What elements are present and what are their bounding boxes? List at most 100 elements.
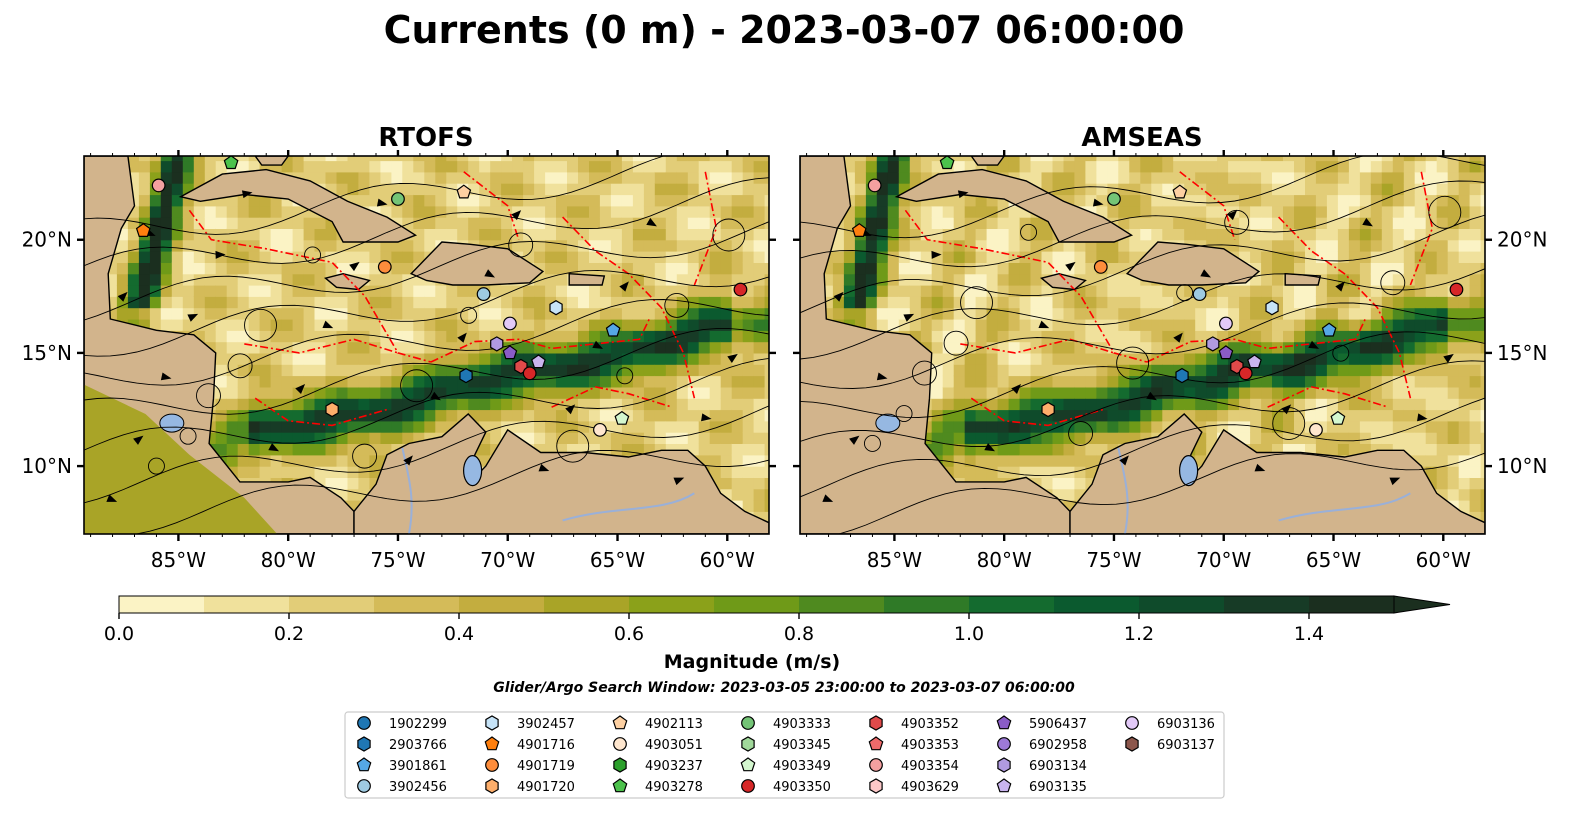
eddy bbox=[352, 443, 378, 469]
lake-maracaibo bbox=[463, 455, 483, 487]
eez-line bbox=[254, 397, 388, 427]
platform-6903136 bbox=[1219, 316, 1233, 331]
colorbar-bin bbox=[119, 596, 205, 613]
eddy bbox=[616, 367, 634, 385]
platform-4903350 bbox=[522, 366, 537, 381]
eez-line bbox=[960, 338, 1115, 354]
streamline bbox=[800, 360, 1485, 447]
platform-4901720 bbox=[1041, 401, 1055, 418]
streamline bbox=[84, 357, 769, 451]
legend-marker-6903134 bbox=[997, 757, 1011, 773]
search-window-caption: Glider/Argo Search Window: 2023-03-05 23… bbox=[493, 680, 1075, 696]
lon-tick-label: 75°W bbox=[370, 548, 425, 572]
legend-label: 4903349 bbox=[773, 759, 831, 774]
legend-label: 4903352 bbox=[901, 717, 959, 732]
lon-tick-label: 65°W bbox=[1306, 548, 1361, 572]
legend-marker-3902456 bbox=[357, 779, 371, 793]
colorbar-bin bbox=[289, 596, 375, 613]
legend-label: 4903629 bbox=[901, 780, 959, 795]
lat-tick-label: 10°N bbox=[22, 454, 72, 478]
land-florida_tip bbox=[970, 156, 1006, 166]
platform-6903135 bbox=[531, 354, 546, 369]
legend-marker-4903345 bbox=[741, 736, 755, 752]
legend-label: 3902457 bbox=[517, 717, 575, 732]
legend-marker-6903135 bbox=[996, 778, 1012, 793]
platform-2903766 bbox=[459, 367, 473, 384]
flow-arrow bbox=[876, 372, 888, 381]
eddy bbox=[508, 232, 534, 258]
streamline bbox=[84, 156, 769, 235]
flow-arrow bbox=[833, 291, 844, 302]
lon-tick-label: 60°W bbox=[1416, 548, 1471, 572]
legend-label: 4903051 bbox=[645, 738, 703, 753]
colorbar-bin bbox=[204, 596, 290, 613]
eddy bbox=[664, 292, 690, 318]
map-body bbox=[84, 156, 769, 534]
streamline bbox=[84, 269, 769, 357]
streamline bbox=[84, 177, 769, 267]
flow-arrow bbox=[1389, 477, 1401, 486]
eddy bbox=[556, 429, 590, 463]
legend-marker-3902457 bbox=[485, 715, 499, 731]
lat-tick-label: 15°N bbox=[1497, 341, 1547, 365]
colorbar-tick-label: 1.2 bbox=[1124, 623, 1154, 645]
streamline bbox=[84, 328, 769, 415]
legend-marker-4903350 bbox=[741, 779, 755, 793]
colorbar-label: Magnitude (m/s) bbox=[664, 651, 841, 673]
legend-label: 4901716 bbox=[517, 738, 575, 753]
legend-marker-4903237 bbox=[613, 757, 627, 773]
colorbar-bin bbox=[459, 596, 545, 613]
flow-arrow bbox=[1362, 217, 1373, 227]
colorbar: 0.0 0.2 0.4 0.6 0.8 1.0 1.2 1.4 bbox=[104, 595, 1451, 645]
flow-arrow bbox=[1281, 404, 1292, 415]
flow-arrow bbox=[727, 353, 738, 363]
platform-6903136 bbox=[503, 316, 517, 331]
legend-label: 4903278 bbox=[645, 780, 703, 795]
eez-line bbox=[693, 171, 718, 286]
platform-4903278 bbox=[223, 156, 239, 170]
flow-arrow bbox=[1254, 463, 1266, 472]
legend-marker-4903333 bbox=[741, 716, 755, 730]
colorbar-tick-label: 0.0 bbox=[104, 623, 134, 645]
eddy bbox=[943, 330, 969, 356]
eez-line bbox=[970, 397, 1104, 427]
legend-label: 4903354 bbox=[901, 759, 959, 774]
streamline bbox=[800, 331, 1485, 418]
river-magdalena bbox=[401, 447, 413, 534]
colorbar-tick-label: 0.4 bbox=[444, 623, 474, 645]
lon-tick-label: 85°W bbox=[867, 548, 922, 572]
platform-4903333 bbox=[391, 192, 405, 206]
eddy bbox=[1068, 421, 1094, 446]
colorbar-bin bbox=[629, 596, 715, 613]
platform-6903134 bbox=[490, 336, 504, 352]
eddy bbox=[1332, 344, 1350, 362]
flow-arrow bbox=[160, 372, 172, 381]
platform-4901716 bbox=[135, 222, 151, 237]
eez-line bbox=[463, 171, 520, 240]
platform-4903349 bbox=[614, 410, 630, 425]
colorbar-bin bbox=[884, 596, 970, 613]
flow-arrow bbox=[931, 250, 942, 259]
platform-4903350 bbox=[1449, 282, 1464, 297]
colorbar-bin bbox=[1139, 596, 1225, 613]
legend-marker-4901716 bbox=[484, 736, 500, 751]
eez-line bbox=[1267, 386, 1389, 408]
platform-3902456 bbox=[476, 287, 491, 301]
flow-arrow bbox=[1173, 332, 1183, 343]
flow-arrow bbox=[903, 313, 915, 322]
lat-tick-label: 20°N bbox=[1497, 228, 1547, 252]
eddy bbox=[864, 435, 881, 452]
flow-arrow bbox=[1092, 198, 1104, 207]
platform-4901719 bbox=[377, 260, 392, 274]
map-frame bbox=[83, 155, 770, 535]
legend-marker-4903352 bbox=[869, 715, 883, 731]
flow-arrow bbox=[957, 190, 969, 199]
figure-title: Currents (0 m) - 2023-03-07 06:00:00 bbox=[384, 8, 1185, 52]
flow-arrow bbox=[106, 494, 118, 502]
flow-arrow bbox=[322, 320, 334, 329]
flow-arrow bbox=[592, 340, 604, 349]
platform-4903051 bbox=[1309, 422, 1323, 437]
platform-6903134 bbox=[1206, 336, 1220, 352]
flow-arrow bbox=[1200, 269, 1212, 278]
colorbar-tick-label: 0.2 bbox=[274, 623, 304, 645]
